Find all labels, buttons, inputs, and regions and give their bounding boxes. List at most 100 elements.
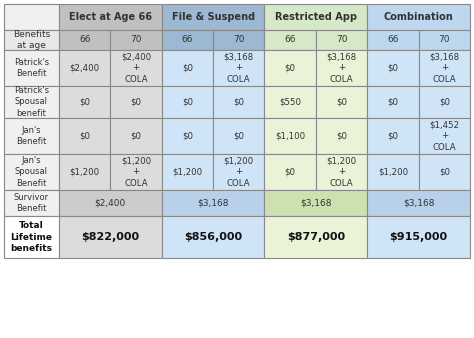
Bar: [213, 118, 264, 154]
Text: $877,000: $877,000: [287, 232, 345, 242]
Bar: [162, 86, 213, 118]
Text: $2,400: $2,400: [95, 198, 126, 208]
Bar: [4, 4, 59, 30]
Text: $0: $0: [182, 64, 193, 72]
Text: 70: 70: [336, 35, 347, 45]
Bar: [419, 86, 470, 118]
Text: $0: $0: [79, 131, 90, 141]
Text: 70: 70: [233, 35, 245, 45]
Bar: [162, 216, 264, 258]
Text: Total
Lifetime
benefits: Total Lifetime benefits: [10, 221, 53, 252]
Text: $0: $0: [439, 97, 450, 106]
Bar: [59, 86, 110, 118]
Text: $0: $0: [336, 131, 347, 141]
Bar: [419, 50, 470, 86]
Text: Patrick's
Benefit: Patrick's Benefit: [14, 58, 49, 78]
Bar: [213, 30, 264, 50]
Bar: [110, 30, 162, 50]
Text: $0: $0: [387, 131, 399, 141]
Text: $1,100: $1,100: [275, 131, 305, 141]
Text: $1,200: $1,200: [70, 168, 100, 176]
Bar: [316, 86, 367, 118]
Text: Elect at Age 66: Elect at Age 66: [69, 12, 152, 22]
Text: $550: $550: [279, 97, 301, 106]
Bar: [110, 118, 162, 154]
Text: $0: $0: [182, 131, 193, 141]
Bar: [264, 118, 316, 154]
Text: Jan's
Benefit: Jan's Benefit: [16, 126, 46, 146]
Text: $0: $0: [285, 64, 296, 72]
Bar: [367, 50, 419, 86]
Text: $3,168: $3,168: [300, 198, 332, 208]
Bar: [419, 30, 470, 50]
Text: 66: 66: [182, 35, 193, 45]
Bar: [162, 190, 264, 216]
Bar: [419, 154, 470, 190]
Bar: [4, 216, 59, 258]
Bar: [264, 190, 367, 216]
Bar: [264, 154, 316, 190]
Bar: [162, 154, 213, 190]
Text: Survivor
Benefit: Survivor Benefit: [14, 193, 49, 213]
Bar: [59, 4, 162, 30]
Text: $915,000: $915,000: [390, 232, 447, 242]
Text: $0: $0: [233, 97, 244, 106]
Bar: [213, 50, 264, 86]
Bar: [4, 154, 59, 190]
Text: Combination: Combination: [384, 12, 454, 22]
Bar: [4, 86, 59, 118]
Bar: [367, 216, 470, 258]
Bar: [4, 190, 59, 216]
Text: $3,168: $3,168: [197, 198, 229, 208]
Text: $0: $0: [336, 97, 347, 106]
Text: $3,168: $3,168: [403, 198, 434, 208]
Text: $2,400: $2,400: [70, 64, 100, 72]
Text: $1,200: $1,200: [378, 168, 408, 176]
Bar: [110, 154, 162, 190]
Bar: [264, 86, 316, 118]
Text: $0: $0: [130, 131, 142, 141]
Bar: [213, 154, 264, 190]
Bar: [110, 50, 162, 86]
Text: $1,200
+
COLA: $1,200 + COLA: [121, 156, 151, 188]
Text: $1,452
+
COLA: $1,452 + COLA: [429, 120, 459, 152]
Text: $0: $0: [439, 168, 450, 176]
Text: 66: 66: [387, 35, 399, 45]
Text: $0: $0: [233, 131, 244, 141]
Text: $0: $0: [285, 168, 296, 176]
Bar: [59, 216, 162, 258]
Text: $856,000: $856,000: [184, 232, 242, 242]
Text: 66: 66: [79, 35, 91, 45]
Bar: [162, 118, 213, 154]
Text: 70: 70: [130, 35, 142, 45]
Bar: [367, 118, 419, 154]
Bar: [59, 190, 162, 216]
Text: File & Suspend: File & Suspend: [172, 12, 255, 22]
Text: $0: $0: [79, 97, 90, 106]
Bar: [367, 154, 419, 190]
Bar: [162, 4, 264, 30]
Bar: [162, 30, 213, 50]
Bar: [367, 4, 470, 30]
Bar: [59, 50, 110, 86]
Text: $822,000: $822,000: [82, 232, 139, 242]
Text: $0: $0: [387, 64, 399, 72]
Text: Restricted App: Restricted App: [275, 12, 357, 22]
Text: $3,168
+
COLA: $3,168 + COLA: [224, 52, 254, 83]
Text: Patrick's
Spousal
benefit: Patrick's Spousal benefit: [14, 87, 49, 118]
Text: Jan's
Spousal
Benefit: Jan's Spousal Benefit: [15, 156, 48, 188]
Bar: [316, 118, 367, 154]
Bar: [316, 30, 367, 50]
Text: $0: $0: [130, 97, 142, 106]
Text: Benefits
at age: Benefits at age: [13, 30, 50, 50]
Bar: [59, 30, 110, 50]
Text: 66: 66: [284, 35, 296, 45]
Bar: [264, 216, 367, 258]
Bar: [4, 50, 59, 86]
Bar: [59, 118, 110, 154]
Bar: [419, 118, 470, 154]
Bar: [4, 30, 59, 50]
Text: $1,200
+
COLA: $1,200 + COLA: [327, 156, 356, 188]
Text: $3,168
+
COLA: $3,168 + COLA: [429, 52, 459, 83]
Text: $0: $0: [387, 97, 399, 106]
